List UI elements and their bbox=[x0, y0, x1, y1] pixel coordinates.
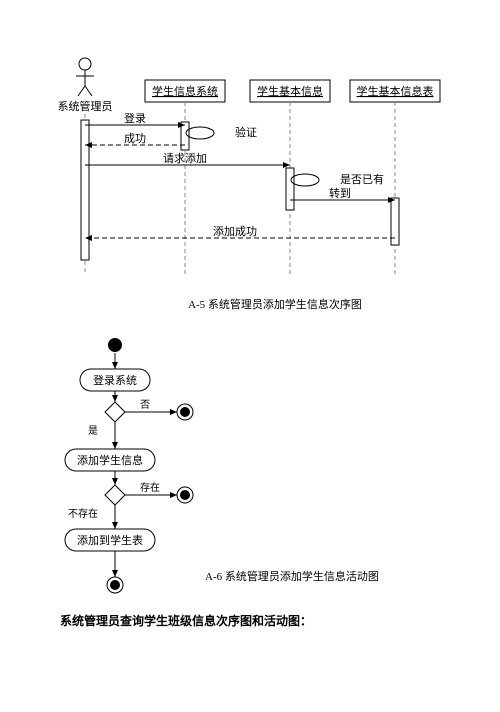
activity-node-label: 登录系统 bbox=[93, 373, 137, 387]
lifeline-label: 学生基本信息 bbox=[257, 84, 323, 98]
end-node-inner bbox=[180, 407, 190, 417]
self-message bbox=[186, 127, 214, 139]
decision-yes-label: 是 bbox=[88, 425, 98, 437]
activation-bar bbox=[286, 168, 294, 210]
diagram-canvas: 系统管理员 学生信息系统 学生基本信息 学生基本信息表登录验证成功请求添加是否已有转到… bbox=[0, 0, 500, 707]
self-message bbox=[291, 174, 319, 186]
actor-label: 系统管理员 bbox=[58, 99, 113, 113]
message-label: 成功 bbox=[124, 132, 146, 145]
lifeline-label: 学生信息系统 bbox=[152, 84, 218, 98]
actor-head bbox=[79, 58, 91, 70]
sequence-caption: A-5 系统管理员添加学生信息次序图 bbox=[188, 297, 362, 311]
decision-node bbox=[105, 402, 125, 422]
start-node bbox=[108, 338, 122, 352]
end-node-inner bbox=[180, 490, 190, 500]
message-label: 转到 bbox=[329, 186, 351, 200]
activity-node-label: 添加到学生表 bbox=[77, 533, 143, 547]
lifeline-label: 学生基本信息表 bbox=[357, 84, 434, 98]
message-label: 登录 bbox=[124, 111, 146, 125]
decision-no-label: 存在 bbox=[140, 481, 160, 494]
message-label: 验证 bbox=[235, 125, 257, 139]
decision-yes-label: 不存在 bbox=[68, 507, 98, 520]
message-label: 添加成功 bbox=[213, 224, 257, 238]
activity-node-label: 添加学生信息 bbox=[77, 453, 143, 467]
decision-no-label: 否 bbox=[140, 399, 150, 411]
message-label: 是否已有 bbox=[340, 172, 384, 186]
footer-text: 系统管理员查询学生班级信息次序图和活动图： bbox=[60, 613, 312, 628]
end-node-inner bbox=[110, 580, 120, 590]
message-label: 请求添加 bbox=[163, 151, 207, 165]
activity-caption: A-6 系统管理员添加学生信息活动图 bbox=[205, 569, 379, 583]
decision-node bbox=[105, 485, 125, 505]
